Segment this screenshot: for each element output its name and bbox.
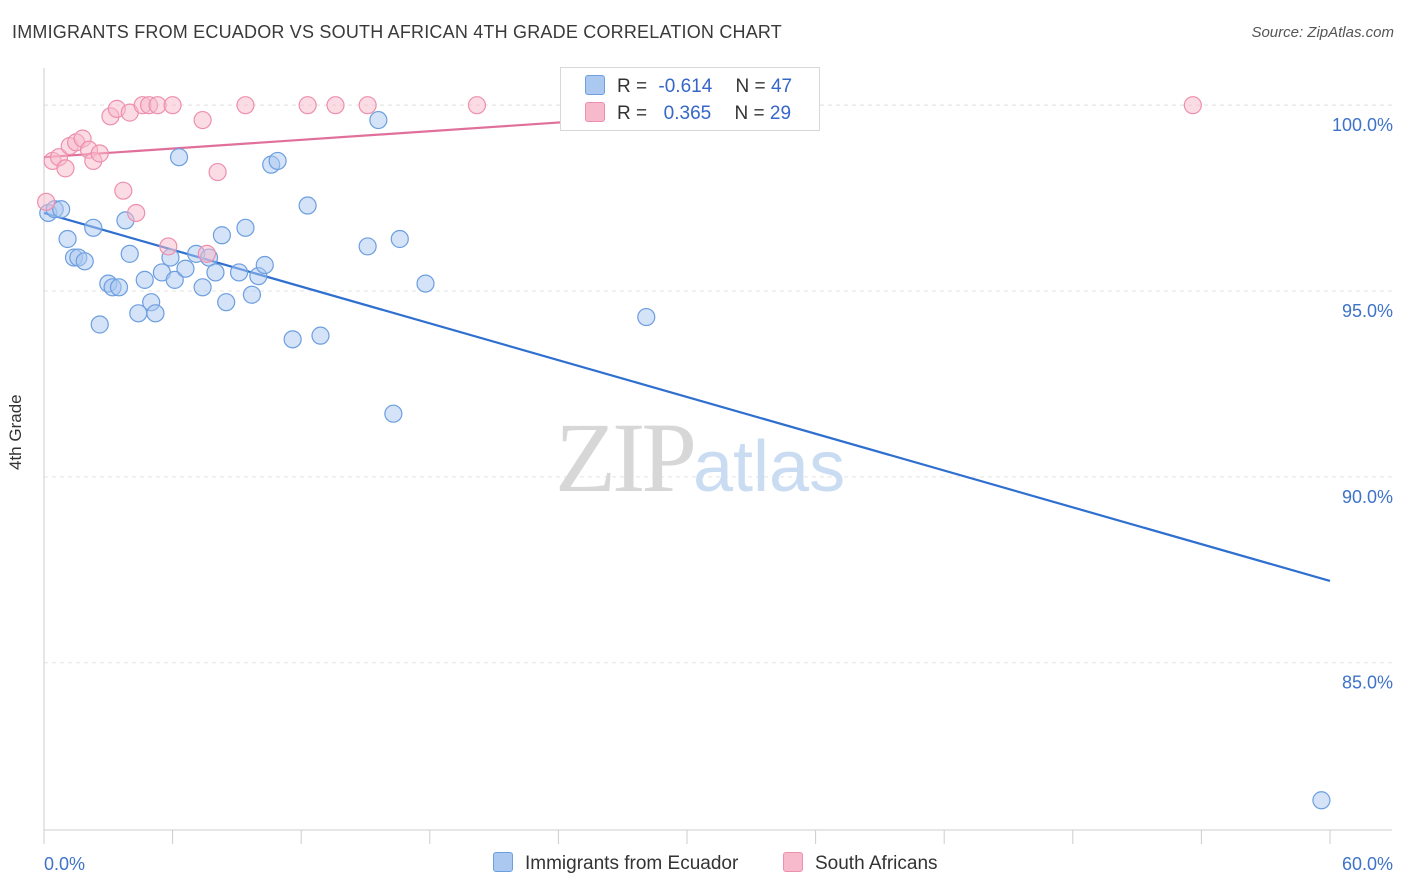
legend-n-label: N =	[734, 103, 765, 124]
point-ecuador	[268, 151, 287, 171]
gridlines	[44, 104, 1392, 664]
point-ecuador	[169, 148, 189, 167]
point-ecuador	[384, 404, 403, 423]
point-ecuador	[283, 330, 302, 349]
legend-label-south-africans: South Africans	[815, 853, 938, 874]
point-ecuador	[298, 196, 317, 215]
point-south-africans	[56, 159, 75, 178]
point-ecuador	[242, 285, 262, 304]
legend-n-value: 47	[770, 76, 793, 97]
point-south-africans	[236, 96, 255, 115]
legend-swatch-pink	[585, 102, 605, 122]
watermark-zip: ZIP	[555, 402, 697, 513]
legend-n-label: N =	[735, 76, 766, 97]
x-tick-label-min: 0.0%	[44, 854, 85, 874]
point-ecuador	[58, 229, 77, 249]
point-south-africans	[197, 244, 216, 263]
point-ecuador	[217, 293, 236, 312]
y-axis-label: 4th Grade	[6, 394, 25, 470]
point-ecuador	[311, 326, 330, 345]
point-ecuador	[255, 255, 274, 275]
point-ecuador	[369, 110, 388, 130]
stats-legend: R = -0.614 N = 47 R = 0.365 N = 29	[560, 67, 820, 131]
legend-r-value: -0.614	[658, 76, 713, 97]
legend-swatch-blue	[493, 852, 513, 872]
point-ecuador	[120, 244, 139, 263]
point-ecuador	[75, 252, 94, 271]
point-ecuador	[146, 304, 165, 323]
legend-item-ecuador: Immigrants from Ecuador	[493, 852, 738, 875]
legend-label-ecuador: Immigrants from Ecuador	[525, 853, 739, 874]
y-tick-label: 95.0%	[1342, 301, 1393, 321]
point-ecuador	[135, 270, 154, 289]
tick-labels: 100.0% 95.0% 90.0% 85.0% 0.0% 60.0%	[44, 115, 1393, 874]
point-ecuador	[416, 274, 435, 293]
point-ecuador	[52, 200, 71, 219]
point-south-africans	[114, 181, 133, 200]
x-tick-label-max: 60.0%	[1342, 854, 1393, 874]
point-south-africans	[37, 192, 56, 211]
legend-item-south-africans: South Africans	[783, 852, 938, 875]
point-ecuador	[193, 278, 212, 297]
point-ecuador	[358, 237, 377, 256]
point-ecuador	[165, 270, 184, 289]
point-ecuador	[236, 218, 255, 237]
legend-row-ecuador: R = -0.614 N = 47	[585, 75, 792, 101]
point-south-africans	[163, 96, 182, 115]
chart-title: IMMIGRANTS FROM ECUADOR VS SOUTH AFRICAN…	[12, 22, 782, 42]
point-ecuador	[212, 226, 231, 245]
point-south-africans	[127, 203, 146, 223]
legend-swatch-pink	[783, 852, 803, 872]
point-south-africans	[1183, 96, 1202, 115]
watermark-atlas: atlas	[693, 427, 846, 507]
point-ecuador	[176, 259, 195, 278]
legend-swatch-blue	[585, 75, 605, 95]
point-ecuador	[206, 263, 225, 282]
legend-n-value: 29	[769, 103, 792, 124]
point-ecuador	[637, 307, 656, 327]
point-south-africans	[358, 96, 377, 115]
y-tick-label: 100.0%	[1332, 115, 1393, 135]
point-ecuador	[84, 218, 103, 237]
point-south-africans	[193, 110, 212, 130]
point-south-africans	[159, 237, 178, 256]
point-ecuador	[90, 315, 109, 334]
y-tick-label: 90.0%	[1342, 487, 1393, 507]
legend-r-value: 0.365	[658, 103, 712, 124]
y-tick-label: 85.0%	[1342, 673, 1393, 693]
legend-r-label: R =	[617, 103, 648, 124]
legend-r-label: R =	[617, 76, 648, 97]
point-ecuador	[109, 278, 129, 297]
point-south-africans	[90, 144, 109, 163]
point-ecuador	[229, 263, 249, 282]
source-label: Source: ZipAtlas.com	[1251, 24, 1394, 41]
watermark: ZIPatlas	[555, 400, 845, 515]
point-ecuador	[1312, 791, 1331, 810]
point-south-africans	[326, 96, 345, 115]
point-south-africans	[298, 96, 317, 115]
point-south-africans	[467, 96, 487, 115]
data-points	[37, 96, 1331, 810]
point-ecuador	[390, 229, 409, 249]
point-south-africans	[208, 162, 227, 182]
legend-row-south-africans: R = 0.365 N = 29	[585, 102, 791, 128]
